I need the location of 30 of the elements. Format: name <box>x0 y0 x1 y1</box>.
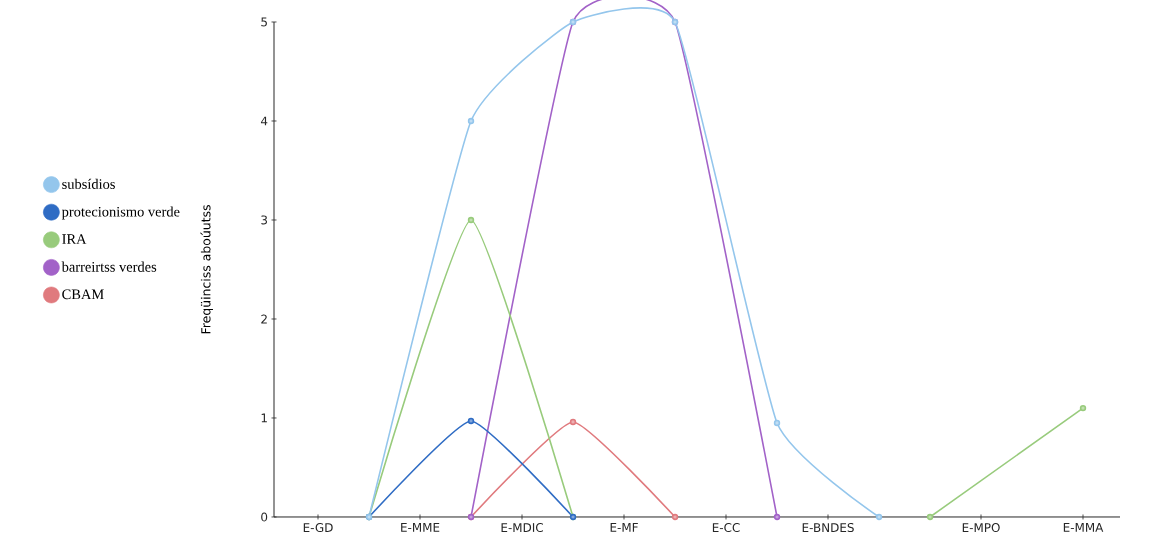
point <box>671 513 679 521</box>
legend-label: CBAM <box>62 289 104 300</box>
x-tick-label: E-BNDES <box>802 523 854 533</box>
x-tick-label: E-MDIC <box>501 523 543 533</box>
legend-label: protecionismo verde <box>61 206 180 220</box>
legend-label: IRA <box>62 234 87 244</box>
x-tick-label: E-MPO <box>962 523 1000 533</box>
y-tick-label: 5 <box>261 17 267 27</box>
x-tick-label: E-MMA <box>1063 523 1104 532</box>
legend-label: subsídios <box>62 178 115 189</box>
point <box>569 418 577 426</box>
y-axis-title: Freqüinciss aboúutss <box>200 205 213 334</box>
x-tick-label: E-MME <box>401 523 440 532</box>
x-tick-label: E-CC <box>712 523 740 533</box>
point <box>875 513 883 521</box>
point <box>926 513 934 521</box>
y-tick-label: 0 <box>261 512 268 522</box>
point <box>773 513 781 521</box>
x-tick-label: E-GD <box>303 523 333 533</box>
y-tick-label: 1 <box>261 413 267 423</box>
y-tick-label: 3 <box>261 215 268 225</box>
point <box>773 419 781 427</box>
y-tick-label: 4 <box>260 116 268 126</box>
x-tick-label: E-MF <box>610 523 638 532</box>
point <box>467 216 475 224</box>
point <box>467 417 475 425</box>
legend-label: barreirtss verdes <box>61 261 157 272</box>
y-tick-label: 2 <box>261 314 267 324</box>
point <box>1079 404 1087 412</box>
point <box>467 117 475 125</box>
